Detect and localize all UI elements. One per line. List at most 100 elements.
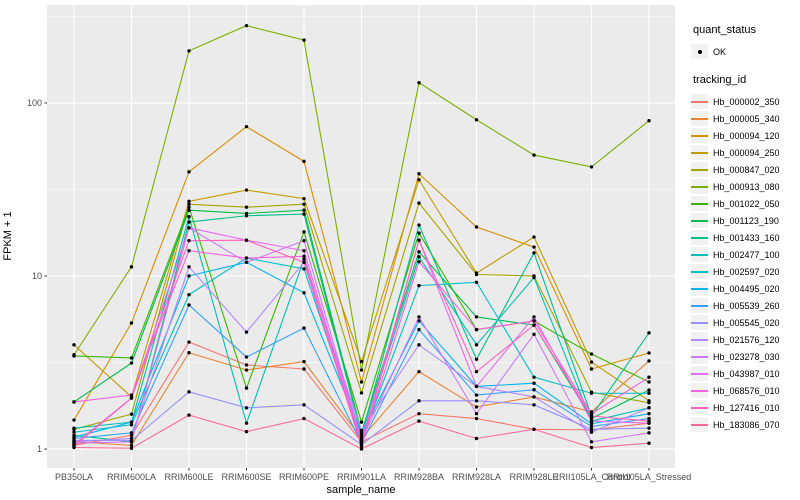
legend-item-Hb_001123_190: Hb_001123_190: [691, 212, 799, 229]
data-point: [474, 327, 479, 332]
legend-item-label: Hb_002477_100: [713, 249, 780, 260]
legend-item-label: Hb_000847_020: [713, 164, 780, 175]
data-point: [647, 119, 651, 123]
line-swatch-icon: [691, 372, 708, 375]
legend-key-box: [691, 44, 708, 59]
data-point: [187, 292, 191, 297]
data-point: [474, 399, 479, 403]
x-tick-label: RRIM600LA: [107, 472, 156, 482]
data-point: [302, 249, 306, 253]
legend-item-label: Hb_068576_010: [713, 385, 780, 396]
legend-key-box: [691, 247, 708, 262]
legend-item-label: Hb_000002_350: [713, 96, 780, 107]
data-point: [302, 260, 306, 265]
data-point: [474, 272, 479, 277]
data-point: [302, 208, 306, 212]
data-point: [302, 416, 306, 421]
data-point: [532, 315, 536, 319]
data-point: [532, 388, 536, 392]
data-point: [474, 280, 479, 284]
data-point: [187, 351, 191, 355]
data-point: [359, 420, 364, 424]
legend-item-label: OK: [713, 46, 727, 57]
line-swatch-icon: [691, 151, 708, 154]
data-point: [187, 303, 191, 307]
legend-key-box: [691, 213, 708, 228]
data-point: [302, 238, 306, 243]
line-swatch-icon: [691, 117, 708, 120]
legend-item-Hb_127416_010: Hb_127416_010: [691, 399, 799, 416]
legend-item-Hb_001022_050: Hb_001022_050: [691, 195, 799, 212]
data-point: [359, 432, 364, 436]
line-swatch-icon: [691, 185, 708, 188]
data-point: [302, 196, 306, 201]
data-point: [72, 400, 76, 404]
data-point: [647, 411, 651, 416]
legend-item-Hb_004495_020: Hb_004495_020: [691, 280, 799, 297]
y-tick-label: 10: [32, 271, 42, 281]
line-swatch-icon: [691, 134, 708, 137]
data-point: [474, 384, 479, 389]
data-point: [302, 326, 306, 330]
legend-item-label: Hb_127416_010: [713, 402, 780, 413]
data-point: [417, 255, 421, 259]
data-point: [302, 257, 306, 261]
data-point: [244, 124, 249, 129]
data-point: [129, 436, 134, 441]
data-point: [129, 396, 134, 400]
legend-key-box: [691, 230, 708, 245]
data-point: [187, 413, 191, 417]
data-point: [474, 315, 479, 319]
data-point: [532, 427, 536, 431]
data-point: [417, 411, 421, 416]
x-tick-label: RRIM600PE: [279, 472, 329, 482]
data-point: [187, 274, 191, 278]
data-point: [187, 220, 191, 224]
data-point: [187, 226, 191, 230]
data-point: [532, 375, 536, 379]
legend-key-box: [691, 349, 708, 364]
legend-item-label: Hb_001433_160: [713, 232, 780, 243]
data-point: [129, 356, 134, 360]
legend-item-Hb_002477_100: Hb_002477_100: [691, 246, 799, 263]
data-point: [129, 265, 134, 269]
data-point: [589, 424, 594, 429]
data-point: [417, 327, 421, 332]
line-swatch-icon: [691, 321, 708, 324]
data-point: [532, 332, 536, 337]
line-swatch-icon: [691, 406, 708, 409]
data-point: [187, 170, 191, 174]
legend-key-box: [691, 162, 708, 177]
x-tick-label: RRIM928LE: [509, 472, 558, 482]
data-point: [417, 178, 421, 182]
data-point: [302, 267, 306, 271]
data-point: [244, 188, 249, 192]
legend: quant_status OK tracking_id Hb_000002_35…: [691, 24, 799, 447]
legend-key-box: [691, 298, 708, 313]
data-point: [187, 205, 191, 209]
data-point: [129, 393, 134, 397]
data-point: [417, 283, 421, 288]
data-point: [417, 259, 421, 264]
line-swatch-icon: [691, 100, 708, 103]
data-point: [532, 235, 536, 239]
legend-item-Hb_000094_120: Hb_000094_120: [691, 127, 799, 144]
legend-item-label: Hb_000094_120: [713, 130, 780, 141]
data-point: [589, 422, 594, 426]
data-point: [532, 251, 536, 255]
data-point: [359, 440, 364, 444]
data-point: [589, 416, 594, 421]
data-point: [532, 403, 536, 407]
data-point: [417, 81, 421, 85]
data-point: [129, 321, 134, 325]
line-swatch-icon: [691, 253, 708, 256]
legend-key-box: [691, 128, 708, 143]
point-marker-icon: [697, 49, 702, 54]
data-point: [589, 352, 594, 356]
data-point: [302, 38, 306, 42]
line-swatch-icon: [691, 304, 708, 307]
data-point: [187, 340, 191, 344]
data-point: [532, 275, 536, 280]
